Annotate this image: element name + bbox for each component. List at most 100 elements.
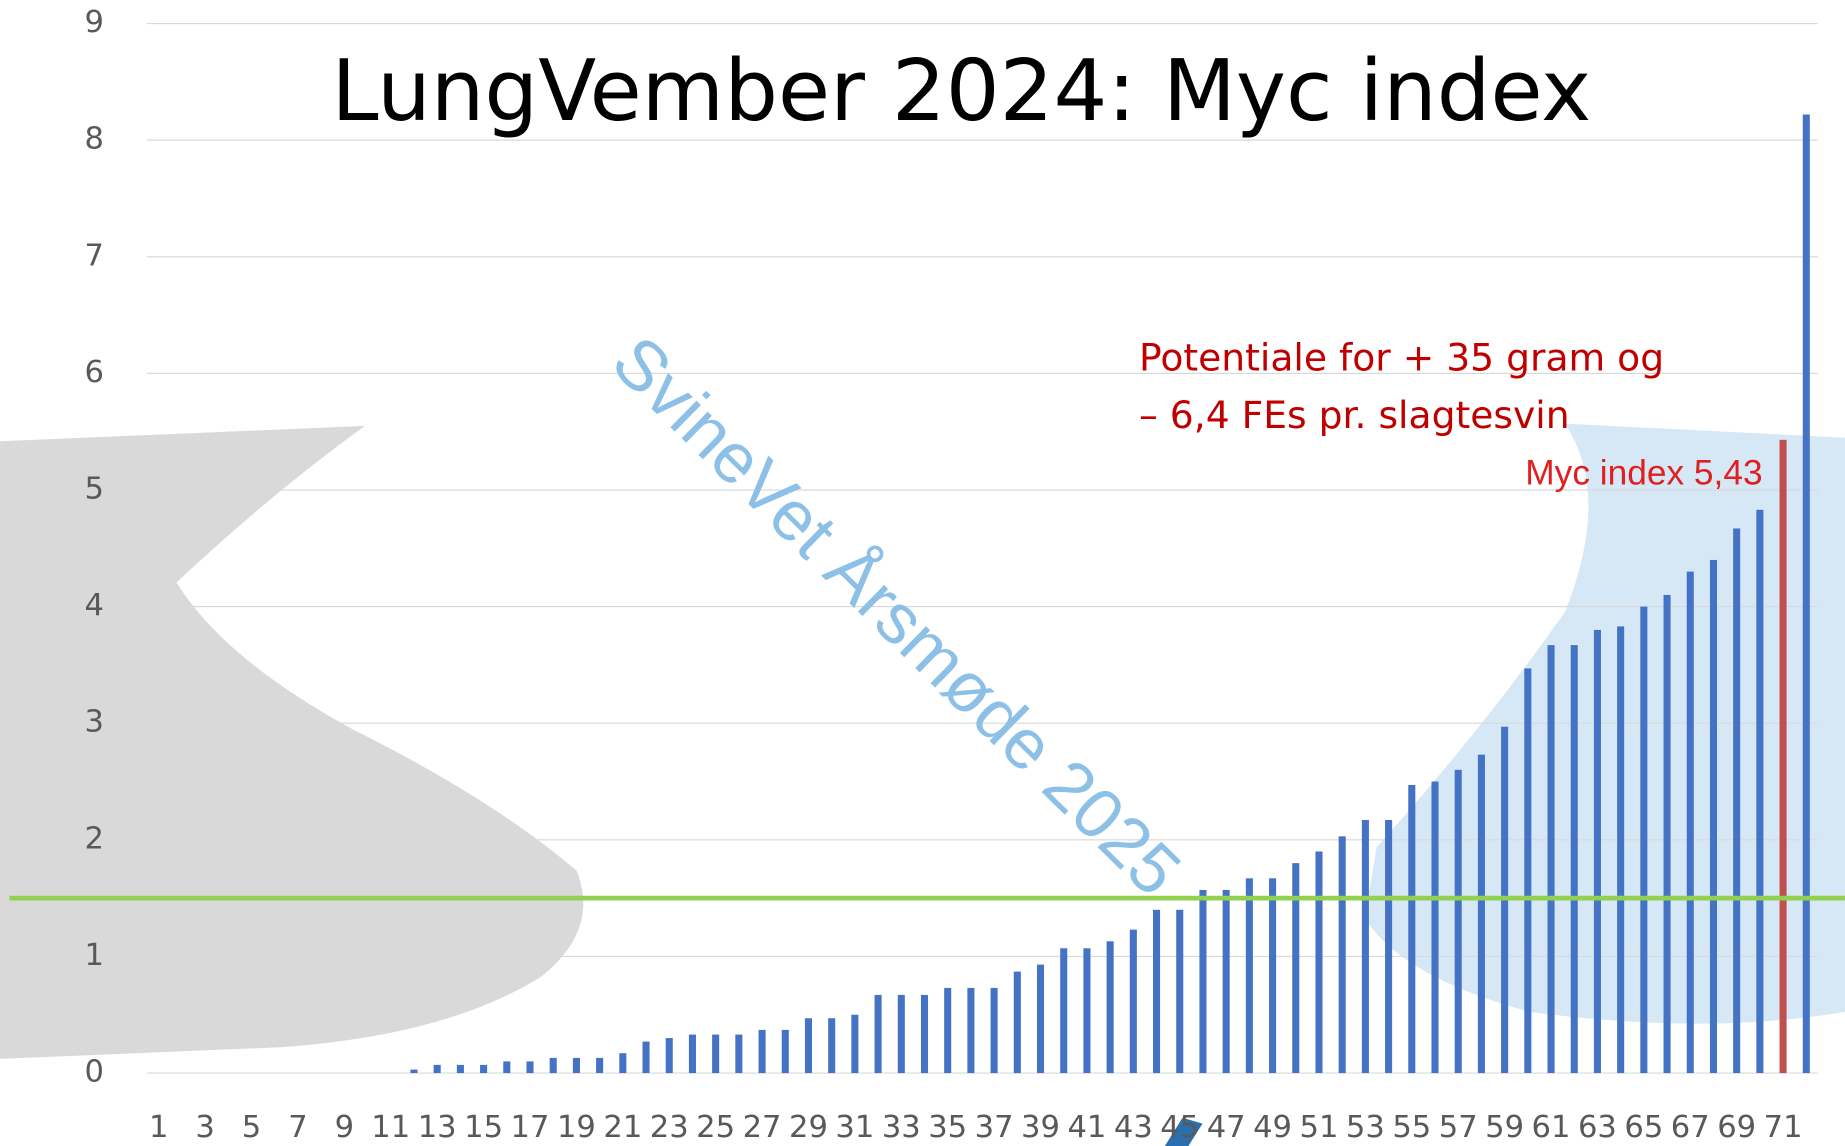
x-tick-label: 19 bbox=[557, 1110, 596, 1145]
bar bbox=[1176, 910, 1183, 1073]
bar bbox=[1130, 930, 1137, 1073]
bar bbox=[1315, 851, 1322, 1073]
bar bbox=[1385, 820, 1392, 1073]
bar bbox=[712, 1035, 719, 1073]
bar bbox=[596, 1058, 603, 1073]
bar bbox=[1756, 510, 1763, 1073]
x-tick-label: 27 bbox=[743, 1110, 782, 1145]
x-tick-label: 69 bbox=[1717, 1110, 1756, 1145]
x-tick-label: 1 bbox=[149, 1110, 168, 1145]
x-tick-label: 41 bbox=[1067, 1110, 1106, 1145]
y-tick-label: 2 bbox=[84, 821, 103, 856]
bar bbox=[1362, 820, 1369, 1073]
bar bbox=[851, 1015, 858, 1073]
bar bbox=[689, 1035, 696, 1073]
y-tick-label: 3 bbox=[84, 705, 103, 740]
x-tick-label: 29 bbox=[789, 1110, 828, 1145]
x-tick-label: 7 bbox=[288, 1110, 307, 1145]
bar bbox=[1083, 948, 1090, 1073]
annotation: – 6,4 FEs pr. slagtesvin bbox=[1139, 393, 1570, 437]
bar bbox=[828, 1018, 835, 1073]
bar bbox=[666, 1038, 673, 1073]
bar bbox=[619, 1053, 626, 1073]
x-tick-label: 11 bbox=[371, 1110, 410, 1145]
bar bbox=[1687, 572, 1694, 1073]
bar bbox=[875, 995, 882, 1073]
bar bbox=[1107, 941, 1114, 1073]
bar bbox=[991, 988, 998, 1073]
bar bbox=[1060, 948, 1067, 1073]
y-tick-label: 9 bbox=[84, 5, 103, 40]
bar bbox=[434, 1065, 441, 1073]
bar bbox=[643, 1042, 650, 1073]
bar bbox=[1339, 836, 1346, 1073]
watermark: SvineVet Årsmøde 2025 bbox=[598, 321, 1196, 911]
x-tick-label: 53 bbox=[1346, 1110, 1385, 1145]
x-tick-label: 45 bbox=[1160, 1110, 1199, 1145]
bar bbox=[1223, 890, 1230, 1073]
x-tick-label: 21 bbox=[603, 1110, 642, 1145]
bar bbox=[526, 1061, 533, 1073]
bar bbox=[1269, 878, 1276, 1073]
x-tick-label: 67 bbox=[1671, 1110, 1710, 1145]
x-tick-label: 47 bbox=[1207, 1110, 1246, 1145]
annotation: Myc index 5,43 bbox=[1525, 454, 1762, 493]
x-tick-label: 63 bbox=[1578, 1110, 1617, 1145]
bar bbox=[550, 1058, 557, 1073]
annotation: Potentiale for + 35 gram og bbox=[1139, 336, 1664, 380]
bar bbox=[1733, 528, 1740, 1073]
bar bbox=[1478, 755, 1485, 1073]
x-tick-label: 31 bbox=[835, 1110, 874, 1145]
x-tick-label: 49 bbox=[1253, 1110, 1292, 1145]
x-tick-label: 9 bbox=[335, 1110, 354, 1145]
y-tick-label: 5 bbox=[84, 471, 103, 506]
bar bbox=[1710, 560, 1717, 1073]
bar bbox=[944, 988, 951, 1073]
x-tick-label: 71 bbox=[1764, 1110, 1803, 1145]
bar bbox=[480, 1065, 487, 1073]
x-tick-label: 55 bbox=[1392, 1110, 1431, 1145]
bar bbox=[573, 1058, 580, 1073]
bar bbox=[1014, 972, 1021, 1073]
bar bbox=[1153, 910, 1160, 1073]
bar bbox=[1246, 878, 1253, 1073]
y-tick-label: 8 bbox=[84, 122, 103, 157]
x-tick-label: 37 bbox=[975, 1110, 1014, 1145]
bar bbox=[1547, 645, 1554, 1073]
x-tick-label: 25 bbox=[696, 1110, 735, 1145]
x-tick-label: 23 bbox=[650, 1110, 689, 1145]
bar bbox=[1455, 770, 1462, 1073]
bar bbox=[1292, 863, 1299, 1073]
bar bbox=[1617, 626, 1624, 1073]
bar bbox=[1571, 645, 1578, 1073]
x-tick-label: 33 bbox=[882, 1110, 921, 1145]
bar bbox=[1640, 607, 1647, 1073]
bar bbox=[782, 1030, 789, 1073]
bar bbox=[921, 995, 928, 1073]
bar bbox=[898, 995, 905, 1073]
x-tick-label: 5 bbox=[242, 1110, 261, 1145]
bar bbox=[1408, 785, 1415, 1073]
bar bbox=[805, 1018, 812, 1073]
chart: LungVember 2024: Myc index Potentiale fo… bbox=[0, 0, 1845, 1146]
bar bbox=[503, 1061, 510, 1073]
x-tick-label: 17 bbox=[511, 1110, 550, 1145]
bar bbox=[1431, 782, 1438, 1074]
y-tick-label: 4 bbox=[84, 588, 103, 623]
x-tick-label: 57 bbox=[1439, 1110, 1478, 1145]
bar bbox=[1037, 965, 1044, 1073]
x-tick-label: 3 bbox=[195, 1110, 214, 1145]
bar bbox=[1199, 890, 1206, 1073]
x-tick-label: 15 bbox=[464, 1110, 503, 1145]
y-tick-label: 0 bbox=[84, 1055, 103, 1090]
x-tick-label: 65 bbox=[1624, 1110, 1663, 1145]
bar bbox=[735, 1035, 742, 1073]
x-tick-label: 59 bbox=[1485, 1110, 1524, 1145]
y-tick-label: 6 bbox=[84, 355, 103, 390]
bar bbox=[1594, 630, 1601, 1073]
bar bbox=[410, 1070, 417, 1073]
chart-title: LungVember 2024: Myc index bbox=[331, 41, 1591, 140]
y-tick-label: 1 bbox=[84, 938, 103, 973]
x-tick-label: 13 bbox=[418, 1110, 457, 1145]
bar bbox=[457, 1065, 464, 1073]
